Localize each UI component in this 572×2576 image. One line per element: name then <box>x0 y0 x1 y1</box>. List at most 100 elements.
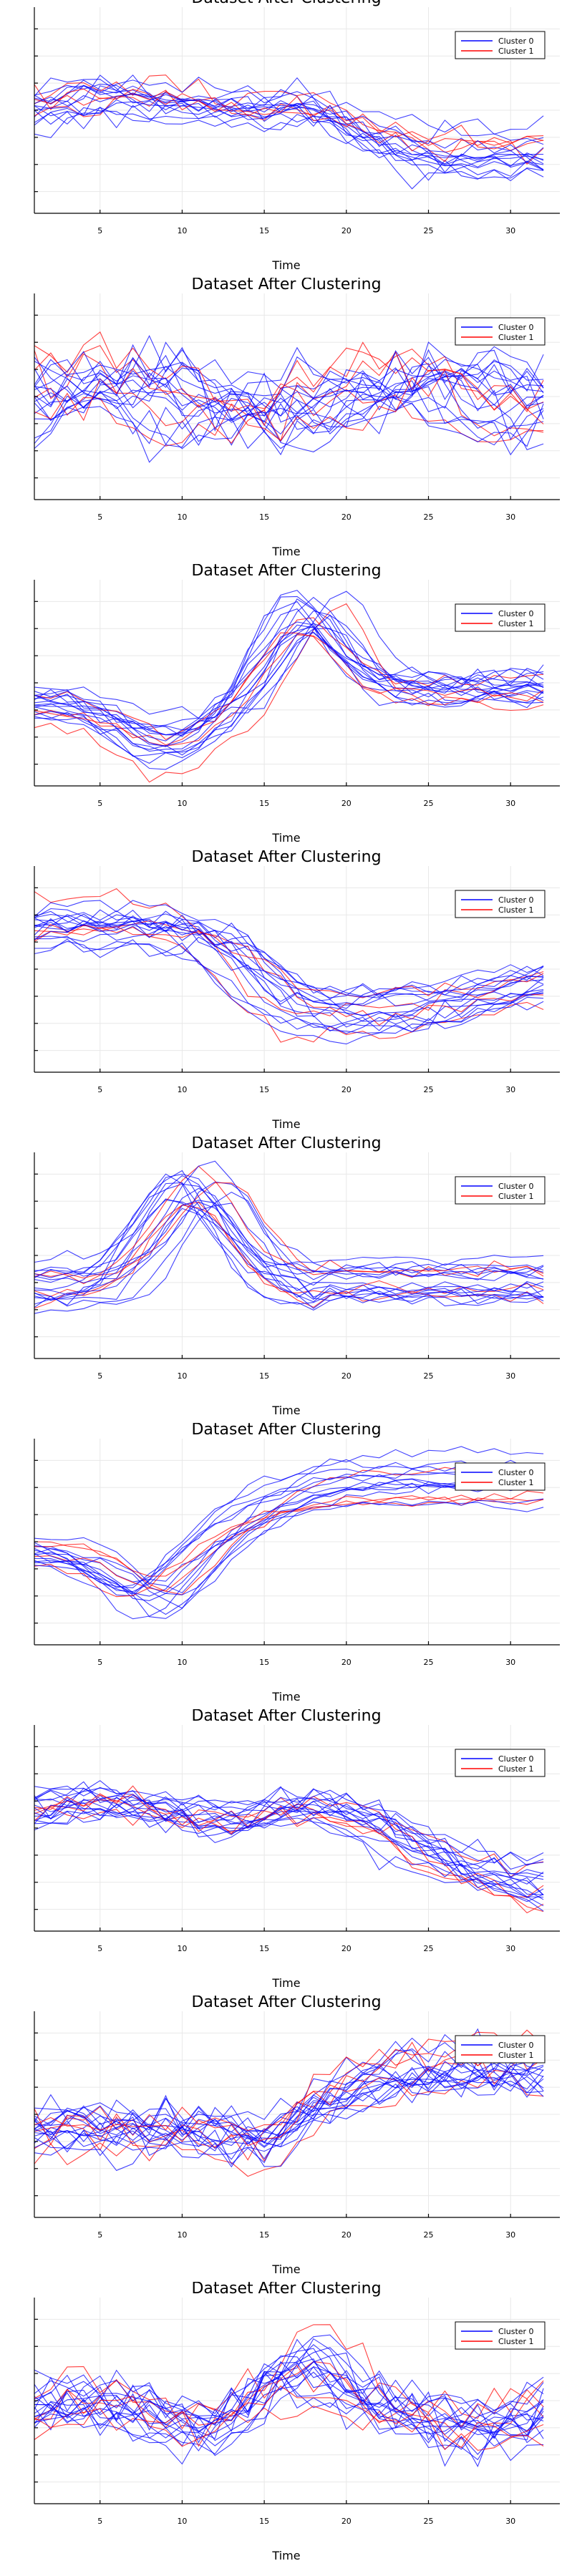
series-line-cluster-0 <box>34 84 544 171</box>
series-line-cluster-0 <box>34 922 544 1034</box>
x-tick-label: 30 <box>505 1944 515 1953</box>
series-line-cluster-0 <box>34 936 544 1019</box>
x-tick-label: 20 <box>341 226 352 235</box>
x-tick-label: 25 <box>424 2517 434 2526</box>
series-line-cluster-1 <box>34 632 544 746</box>
series-line-cluster-0 <box>34 1800 544 1880</box>
x-tick-label: 10 <box>177 2517 187 2526</box>
series-line-cluster-0 <box>34 2059 544 2156</box>
chart-panel-3: 5 10 15 20 25 30 Dataset After Clustering Time C… <box>0 564 572 850</box>
series-line-cluster-0 <box>34 1781 544 1864</box>
series-line-cluster-1 <box>34 74 544 162</box>
series-line-cluster-1 <box>34 1785 544 1912</box>
chart-svg: 5 10 15 20 25 30 Dataset After Clustering Time C… <box>34 564 560 845</box>
chart-title: Dataset After Clustering <box>191 278 381 293</box>
x-tick-label: 15 <box>259 226 269 235</box>
x-tick-label: 5 <box>97 1371 102 1381</box>
legend-entry: Cluster 0 <box>498 323 534 332</box>
x-tick-label: 15 <box>259 2517 269 2526</box>
series-line-cluster-0 <box>34 2366 544 2450</box>
x-tick-label: 30 <box>505 1085 515 1094</box>
x-tick-label: 10 <box>177 1944 187 1953</box>
x-axis-label: Time <box>271 2262 300 2276</box>
x-tick-label: 15 <box>259 1371 269 1381</box>
series-line-cluster-0 <box>34 94 544 178</box>
series-line-cluster-0 <box>34 910 544 998</box>
series-line-cluster-0 <box>34 368 544 456</box>
x-axis-label: Time <box>271 1690 300 1703</box>
x-tick-label: 10 <box>177 226 187 235</box>
series-line-cluster-0 <box>34 631 544 757</box>
series-line-cluster-1 <box>34 925 544 998</box>
legend-entry: Cluster 0 <box>498 2041 534 2050</box>
chart-title: Dataset After Clustering <box>191 1709 381 1725</box>
chart-svg: 5 10 15 20 25 30 Dataset After Clustering Time C… <box>34 1423 560 1703</box>
chart-panel-9: 5 10 15 20 25 30 Dataset After Clustering Time C… <box>0 2282 572 2568</box>
legend-entry: Cluster 0 <box>498 609 534 618</box>
x-tick-label: 15 <box>259 512 269 522</box>
series-line-cluster-1 <box>34 2405 544 2451</box>
legend-entry: Cluster 1 <box>498 905 534 915</box>
series-line-cluster-0 <box>34 601 544 747</box>
chart-panel-7: 5 10 15 20 25 30 Dataset After Clustering Time C… <box>0 1709 572 1996</box>
legend-entry: Cluster 1 <box>498 1192 534 1201</box>
series-line-cluster-0 <box>34 2371 544 2467</box>
series-line-cluster-0 <box>34 105 544 165</box>
x-tick-label: 25 <box>424 1085 434 1094</box>
legend-box <box>455 31 546 59</box>
series-line-cluster-0 <box>34 1804 544 1912</box>
x-tick-label: 20 <box>341 1085 352 1094</box>
series-line-cluster-1 <box>34 1794 544 1914</box>
chart-panel-8: 5 10 15 20 25 30 Dataset After Clustering Time C… <box>0 1996 572 2282</box>
series-line-cluster-0 <box>34 900 544 1018</box>
series-line-cluster-0 <box>34 99 544 190</box>
legend-entry: Cluster 0 <box>498 1754 534 1764</box>
series-line-cluster-0 <box>34 1173 544 1278</box>
series-line-cluster-0 <box>34 351 544 432</box>
series-line-cluster-0 <box>34 2069 544 2165</box>
x-tick-label: 25 <box>424 799 434 808</box>
series-line-cluster-0 <box>34 74 544 145</box>
series-line-cluster-0 <box>34 621 544 729</box>
series-line-cluster-1 <box>34 2385 544 2449</box>
series-line-cluster-0 <box>34 920 544 998</box>
x-tick-label: 5 <box>97 226 102 235</box>
series-line-cluster-0 <box>34 1187 544 1301</box>
series-line-cluster-0 <box>34 909 544 1009</box>
series-line-cluster-1 <box>34 1807 544 1878</box>
series-line-cluster-0 <box>34 1479 544 1595</box>
series-line-cluster-0 <box>34 2347 544 2418</box>
series-line-cluster-0 <box>34 354 544 434</box>
chart-panel-4: 5 10 15 20 25 30 Dataset After Clustering Time C… <box>0 850 572 1137</box>
series-line-cluster-0 <box>34 2355 544 2424</box>
x-tick-label: 5 <box>97 799 102 808</box>
series-line-cluster-0 <box>34 349 544 434</box>
chart-title: Dataset After Clustering <box>191 1423 381 1439</box>
x-tick-label: 10 <box>177 512 187 522</box>
series-line-cluster-0 <box>34 1474 544 1593</box>
x-tick-label: 15 <box>259 799 269 808</box>
x-axis-label: Time <box>271 2549 300 2562</box>
x-tick-label: 30 <box>505 1371 515 1381</box>
series-line-cluster-0 <box>34 77 544 135</box>
chart-title: Dataset After Clustering <box>191 850 381 866</box>
series-line-cluster-0 <box>34 1498 544 1597</box>
series-line-cluster-0 <box>34 1804 544 1907</box>
series-line-cluster-0 <box>34 624 544 719</box>
legend-entry: Cluster 1 <box>498 2051 534 2060</box>
x-tick-label: 20 <box>341 512 352 522</box>
series-line-cluster-0 <box>34 1798 544 1866</box>
chart-panel-1: 5 10 15 20 25 30 Dataset After Clustering Time C… <box>0 0 572 278</box>
x-tick-label: 15 <box>259 1085 269 1094</box>
series-line-cluster-0 <box>34 924 544 998</box>
series-line-cluster-0 <box>34 1201 544 1305</box>
series-line-cluster-1 <box>34 89 544 146</box>
chart-title: Dataset After Clustering <box>191 1137 381 1152</box>
legend-box <box>455 1176 546 1205</box>
x-tick-label: 5 <box>97 1944 102 1953</box>
